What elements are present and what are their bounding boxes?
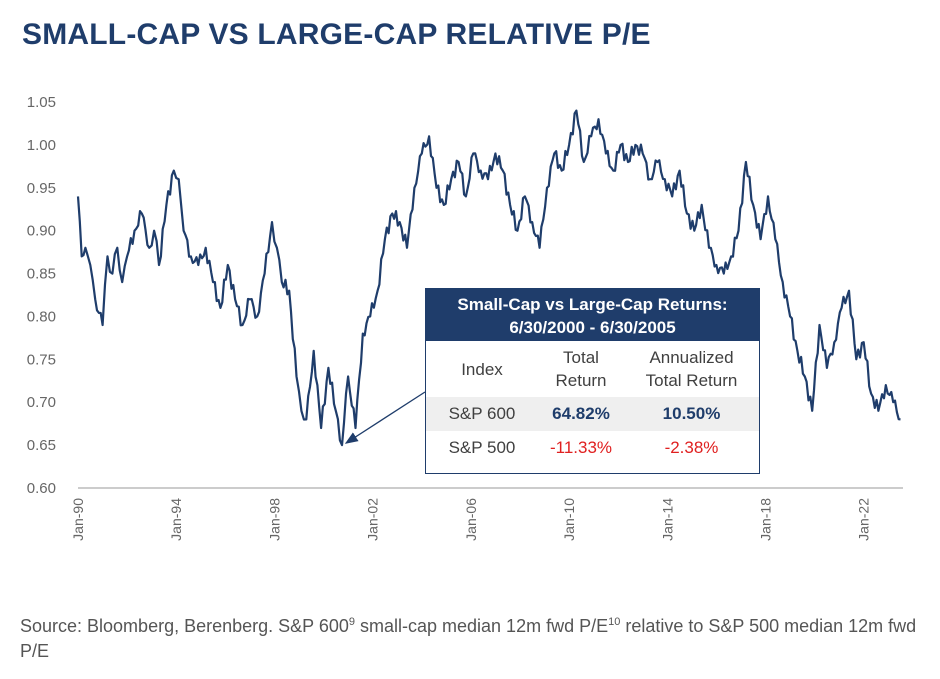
- x-tick-label: Jan-14: [659, 498, 675, 541]
- row-annualized-return: 10.50%: [624, 397, 759, 431]
- returns-inset-table: Small-Cap vs Large-Cap Returns: 6/30/200…: [425, 288, 760, 474]
- table-row: S&P 600 64.82% 10.50%: [426, 397, 759, 431]
- inset-heading: Small-Cap vs Large-Cap Returns: 6/30/200…: [426, 289, 759, 341]
- x-tick-label: Jan-02: [365, 498, 381, 541]
- row-total-return: 64.82%: [538, 397, 624, 431]
- y-tick-label: 0.75: [27, 351, 56, 368]
- x-tick-label: Jan-98: [266, 498, 282, 541]
- source-text-3: relative to S&P 500 median 12m fwd P/E: [20, 616, 917, 661]
- annotation-arrow: [344, 391, 426, 444]
- x-tick-label: Jan-90: [70, 498, 86, 541]
- y-tick-label: 0.95: [27, 180, 56, 197]
- row-annualized-return: -2.38%: [664, 438, 719, 457]
- y-tick-label: 0.70: [27, 394, 56, 411]
- row-index: S&P 500: [448, 438, 516, 457]
- footnote-10: 10: [608, 616, 621, 628]
- source-note: Source: Bloomberg, Berenberg. S&P 6009 s…: [20, 614, 925, 664]
- inset-heading-line1: Small-Cap vs Large-Cap Returns:: [457, 295, 728, 314]
- y-tick-label: 1.00: [27, 137, 56, 154]
- source-text-2: small-cap median 12m fwd P/E: [355, 616, 609, 636]
- y-tick-label: 0.90: [27, 223, 56, 240]
- column-header-annualized: Annualized Total Return: [624, 341, 759, 397]
- source-text-1: Source: Bloomberg, Berenberg. S&P 600: [20, 616, 349, 636]
- column-header-total-return: Total Return: [538, 341, 624, 397]
- x-tick-label: Jan-10: [561, 498, 577, 541]
- row-total-return: -11.33%: [549, 438, 613, 457]
- table-header-row: Index Total Return Annualized Total Retu…: [426, 341, 759, 397]
- y-tick-label: 1.05: [27, 94, 56, 111]
- x-axis: Jan-90 Jan-94 Jan-98 Jan-02 Jan-06 Jan-10 Jan-…: [70, 487, 903, 541]
- y-tick-label: 0.80: [27, 308, 56, 325]
- y-tick-label: 0.65: [27, 437, 56, 454]
- y-tick-label: 0.85: [27, 266, 56, 283]
- y-tick-label: 0.60: [27, 480, 56, 497]
- x-tick-label: Jan-18: [758, 498, 774, 541]
- column-header-annualized-text: Annualized Total Return: [645, 348, 738, 390]
- column-header-total-return-text: Total Return: [555, 348, 607, 390]
- x-tick-label: Jan-94: [168, 498, 184, 541]
- footnote-9: 9: [348, 616, 355, 628]
- x-tick-label: Jan-22: [856, 498, 872, 541]
- column-header-index: Index: [461, 359, 503, 379]
- inset-heading-line2: 6/30/2000 - 6/30/2005: [509, 318, 676, 337]
- returns-table: Index Total Return Annualized Total Retu…: [426, 341, 759, 465]
- x-tick-label: Jan-06: [463, 498, 479, 541]
- y-axis: 0.60 0.65 0.70 0.75 0.80 0.85 0.90 0.95 1.00 1.05: [27, 94, 56, 497]
- line-chart: 0.60 0.65 0.70 0.75 0.80 0.85 0.90 0.95 1.00 1.05…: [27, 94, 903, 541]
- row-index: S&P 600: [426, 397, 538, 431]
- chart-title: SMALL-CAP VS LARGE-CAP RELATIVE P/E: [22, 18, 651, 51]
- table-row: S&P 500 -11.33% -2.38%: [426, 431, 759, 465]
- series-line: [76, 109, 901, 447]
